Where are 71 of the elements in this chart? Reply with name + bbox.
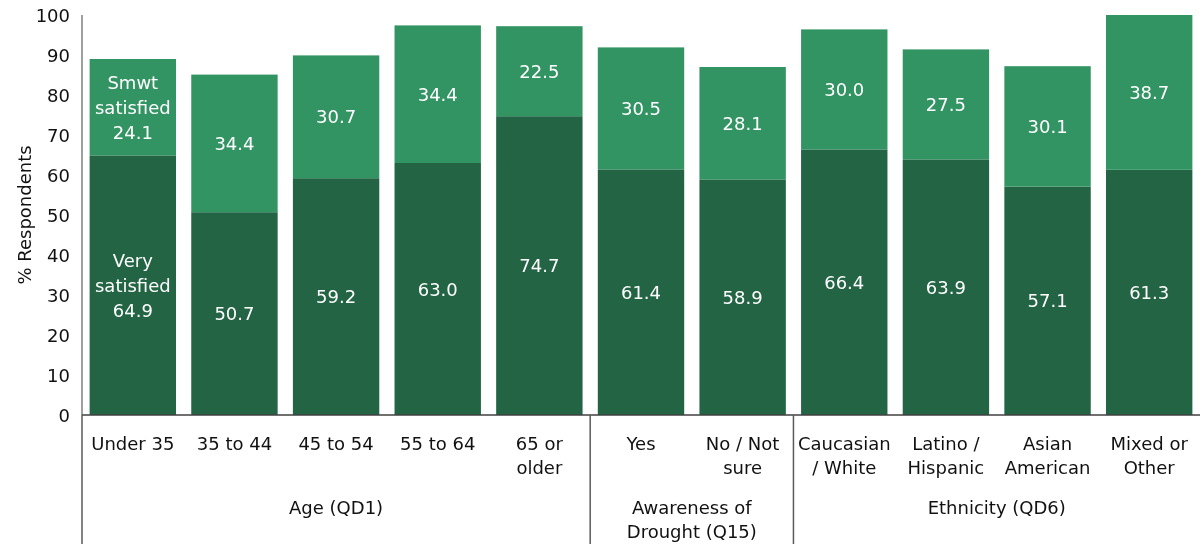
x-tick-label: Under 35 bbox=[91, 432, 175, 454]
data-label: 59.2 bbox=[316, 286, 357, 308]
y-tick-label: 40 bbox=[47, 244, 70, 266]
x-tick-label: 35 to 44 bbox=[196, 432, 273, 454]
x-tick-label: Asian American bbox=[1004, 432, 1091, 478]
bar bbox=[699, 179, 786, 415]
bar bbox=[597, 47, 685, 170]
data-label: 30.0 bbox=[824, 78, 865, 100]
bar bbox=[801, 149, 888, 415]
bar bbox=[1004, 186, 1091, 415]
bar bbox=[496, 116, 583, 415]
bar bbox=[394, 163, 481, 415]
bar bbox=[496, 26, 583, 117]
bar bbox=[89, 155, 177, 415]
bar bbox=[191, 212, 278, 415]
text: Awareness of Drought (Q15) bbox=[626, 496, 757, 542]
data-label: 28.1 bbox=[722, 112, 763, 134]
y-tick-label: 90 bbox=[47, 44, 70, 66]
y-tick-label: 0 bbox=[58, 404, 70, 426]
y-tick-label: 20 bbox=[47, 324, 70, 346]
series-label: Very satisfied bbox=[94, 249, 171, 296]
data-label: 27.5 bbox=[925, 93, 966, 115]
data-label: 58.9 bbox=[722, 286, 763, 308]
bar bbox=[902, 159, 990, 415]
data-label: 30.1 bbox=[1027, 115, 1068, 137]
x-tick-label: 45 to 54 bbox=[298, 432, 374, 454]
y-tick-label: 80 bbox=[47, 84, 70, 106]
series-label: Smwt satisfied bbox=[94, 71, 171, 118]
bar bbox=[1105, 169, 1193, 415]
bar bbox=[597, 169, 685, 415]
data-label: 63.0 bbox=[417, 278, 458, 300]
data-label: 30.7 bbox=[316, 106, 357, 128]
x-tick-label: Caucasian / White bbox=[797, 432, 891, 478]
data-label: 63.9 bbox=[925, 276, 966, 298]
data-label: 61.3 bbox=[1129, 281, 1170, 303]
y-tick-label: 70 bbox=[47, 124, 70, 146]
data-label: 66.4 bbox=[824, 271, 865, 293]
data-label: 38.7 bbox=[1129, 81, 1170, 103]
bar bbox=[699, 67, 786, 180]
x-tick-label: Yes bbox=[625, 432, 656, 454]
bar bbox=[801, 29, 888, 150]
data-label: 30.5 bbox=[620, 97, 662, 119]
data-label: 22.5 bbox=[519, 60, 560, 82]
data-label: 34.4 bbox=[417, 83, 458, 105]
data-label: 74.7 bbox=[519, 255, 560, 277]
y-tick-label: 30 bbox=[47, 284, 70, 306]
text: Ethnicity (QD6) bbox=[927, 496, 1066, 518]
y-tick-label: 50 bbox=[47, 204, 70, 226]
data-label: 64.9 bbox=[112, 299, 153, 321]
y-axis-title: % Respondents bbox=[13, 145, 35, 285]
data-label: 24.1 bbox=[112, 121, 153, 143]
x-tick-label: 65 or older bbox=[515, 432, 564, 478]
bar bbox=[191, 74, 278, 213]
bar bbox=[394, 25, 481, 163]
y-tick-label: 100 bbox=[35, 4, 70, 26]
data-label: 57.1 bbox=[1027, 290, 1068, 312]
x-tick-label: Mixed or Other bbox=[1110, 432, 1189, 478]
bar bbox=[292, 178, 380, 415]
y-tick-label: 60 bbox=[47, 164, 70, 186]
y-tick-label: 10 bbox=[47, 364, 70, 386]
text: Age (QD1) bbox=[289, 496, 384, 518]
data-label: 34.4 bbox=[214, 132, 255, 154]
bar bbox=[1105, 15, 1193, 170]
bar bbox=[902, 49, 990, 160]
data-label: 61.4 bbox=[620, 281, 662, 303]
bar bbox=[292, 55, 380, 179]
bar bbox=[1004, 66, 1091, 187]
x-tick-label: 55 to 64 bbox=[400, 432, 476, 454]
data-label: 50.7 bbox=[214, 303, 255, 325]
x-tick-label: Latino / Hispanic bbox=[907, 432, 985, 478]
x-tick-label: No / Not sure bbox=[705, 432, 780, 478]
